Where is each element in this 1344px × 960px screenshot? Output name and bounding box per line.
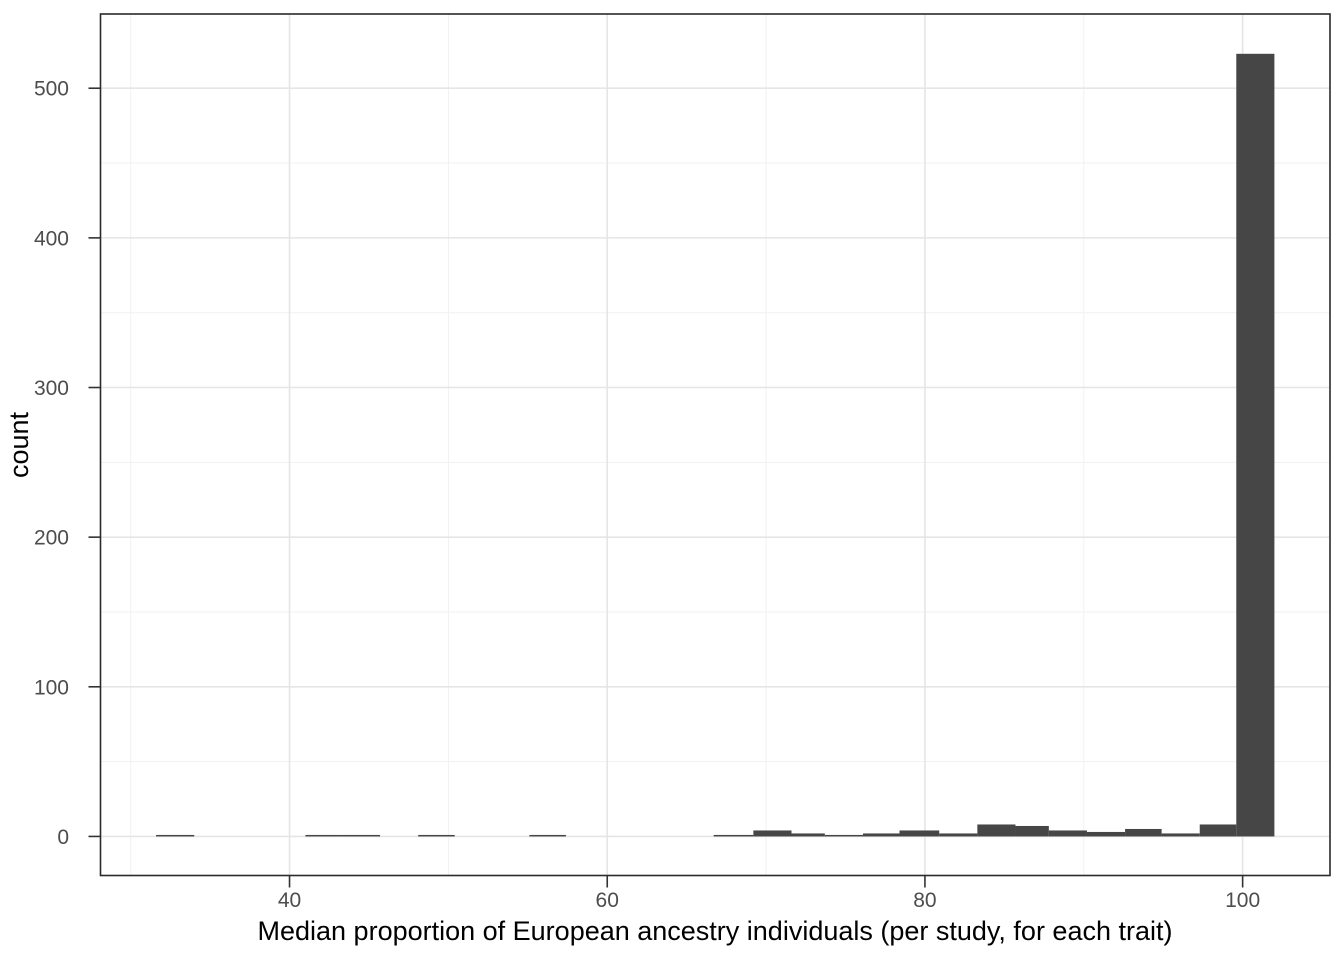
axis-tick-labels: 0 100 200 300 400 500 40 60 80 100 [34,78,1260,912]
x-tick-label: 80 [913,889,936,912]
gridlines [100,14,1330,876]
histogram-bar [713,834,754,837]
histogram-bar [529,834,566,837]
histogram-bar [862,833,900,837]
histogram-bar [1048,830,1087,837]
y-tick-label: 300 [34,377,69,400]
histogram-bars [156,53,1275,837]
histogram-bar [1086,831,1126,837]
histogram-bar [305,834,344,837]
y-tick-label: 400 [34,227,69,250]
histogram-bar [899,830,940,837]
y-tick-label: 0 [57,826,69,849]
histogram-bar [824,834,863,837]
x-tick-label: 60 [596,889,619,912]
y-tick-label: 500 [34,78,69,101]
histogram-bar [1015,825,1049,837]
histogram-bar [1125,828,1162,837]
x-axis-title: Median proportion of European ancestry i… [258,916,1173,946]
panel-border [99,13,1331,877]
histogram-bar [1236,53,1275,837]
x-tick-label: 100 [1225,889,1260,912]
y-tick-label: 100 [34,676,69,699]
y-tick-label: 200 [34,527,69,550]
histogram-bar [1199,824,1237,837]
histogram-bar [343,834,381,837]
histogram-bar [1161,833,1200,837]
histogram-bar [791,833,825,837]
axis-ticks [88,87,1244,888]
histogram-bar [418,834,455,837]
histogram-bar [156,834,195,837]
histogram-bar [753,830,792,837]
x-tick-label: 40 [278,889,301,912]
histogram-bar [939,833,978,837]
histogram-bar [977,824,1016,837]
y-axis-title: count [4,411,34,478]
